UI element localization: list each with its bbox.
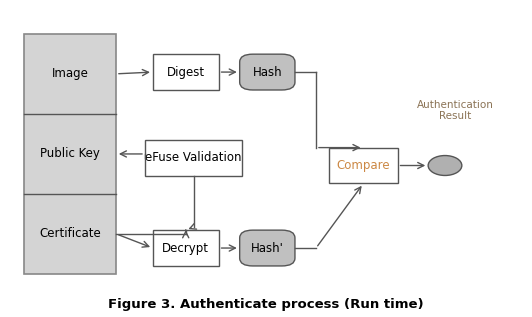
Text: Image: Image xyxy=(52,67,88,80)
Text: Authentication
Result: Authentication Result xyxy=(417,100,494,121)
Text: Hash: Hash xyxy=(253,66,282,79)
Text: Compare: Compare xyxy=(337,159,390,172)
Bar xyxy=(24,34,116,274)
Text: Decrypt: Decrypt xyxy=(162,242,209,255)
Text: Certificate: Certificate xyxy=(39,227,101,240)
FancyBboxPatch shape xyxy=(240,230,295,266)
Bar xyxy=(145,140,242,176)
FancyBboxPatch shape xyxy=(240,54,295,90)
Text: Hash': Hash' xyxy=(251,242,284,255)
Text: Public Key: Public Key xyxy=(40,147,100,160)
Bar xyxy=(153,54,219,90)
Text: eFuse Validation: eFuse Validation xyxy=(145,151,242,164)
Bar xyxy=(329,148,397,184)
Bar xyxy=(153,230,219,266)
Text: Figure 3. Authenticate process (Run time): Figure 3. Authenticate process (Run time… xyxy=(108,298,424,311)
Circle shape xyxy=(428,156,462,176)
Text: Digest: Digest xyxy=(167,66,205,79)
